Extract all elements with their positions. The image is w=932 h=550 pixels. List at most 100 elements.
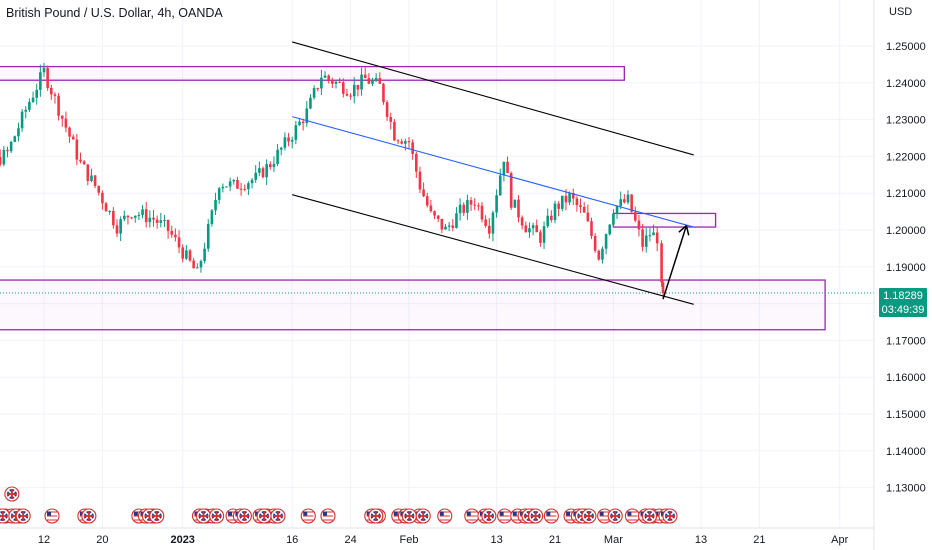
candle-body <box>444 226 447 230</box>
uk-flag-event-icon[interactable] <box>270 508 286 524</box>
uk-flag-event-icon[interactable] <box>209 508 225 524</box>
candle-body <box>269 164 272 168</box>
uk-flag-event-icon[interactable] <box>195 508 212 524</box>
us-flag-event-icon[interactable] <box>624 508 640 524</box>
us-flag-stripe <box>322 519 333 521</box>
uk-flag-event-icon[interactable] <box>481 508 497 524</box>
uk-flag-event-icon[interactable] <box>236 508 252 524</box>
candle-body <box>655 232 659 244</box>
candle-body <box>35 89 38 98</box>
candle-body <box>6 149 9 152</box>
candle-body <box>250 179 254 184</box>
us-flag-event-icon[interactable] <box>597 508 613 524</box>
y-tick-label: 1.25000 <box>886 41 926 53</box>
us-flag-event-icon[interactable] <box>464 508 480 524</box>
us-flag-stripe <box>512 519 523 521</box>
uk-flag-event-icon[interactable] <box>149 508 165 524</box>
candle-body <box>46 68 49 88</box>
uk-flag-event-icon[interactable] <box>662 508 678 524</box>
us-flag-canton <box>47 511 52 516</box>
candle-body <box>90 175 93 181</box>
price-axis[interactable]: 1.25000 1.24000 1.23000 1.22000 1.21000 1.200… <box>873 0 926 550</box>
uk-flag-event-icon[interactable] <box>81 508 97 524</box>
us-flag-canton <box>512 511 517 516</box>
channel-line-lower[interactable] <box>292 194 694 305</box>
trend-channel[interactable] <box>292 41 694 305</box>
candle-body <box>550 215 553 221</box>
candle-body <box>407 141 411 143</box>
candle-body <box>568 193 571 203</box>
candle-body <box>181 247 184 259</box>
candle-body <box>239 188 243 190</box>
candle-body <box>660 243 663 283</box>
uk-flag-event-icon[interactable] <box>607 508 623 524</box>
candle-body <box>265 164 268 178</box>
candle-body <box>327 75 330 80</box>
candle-body <box>575 198 579 206</box>
uk-flag-event-icon[interactable] <box>528 508 544 524</box>
uk-flag-event-icon[interactable] <box>641 508 658 524</box>
us-flag-event-icon[interactable] <box>44 508 60 524</box>
us-flag-event-icon[interactable] <box>497 508 513 524</box>
y-tick-label: 1.22000 <box>886 151 926 163</box>
candle-body <box>418 171 422 190</box>
us-flag-stripe <box>546 511 557 513</box>
x-tick-label: 16 <box>286 534 298 546</box>
currency-label: USD <box>889 6 913 18</box>
candle-body <box>517 199 520 218</box>
time-axis[interactable]: 12 20 2023 16 24 Feb 13 21 Mar 13 21 Apr <box>0 527 874 546</box>
us-flag-stripe <box>466 519 477 521</box>
channel-line-mid[interactable] <box>292 116 694 228</box>
uk-flag-event-icon[interactable] <box>15 508 31 524</box>
candle-body <box>141 209 144 215</box>
us-flag-canton <box>303 511 308 516</box>
candle-body <box>323 75 327 78</box>
arrow-shaft[interactable] <box>662 225 688 300</box>
candle-body <box>626 194 630 203</box>
zone-2[interactable] <box>612 212 717 228</box>
us-flag-stripe <box>228 511 239 513</box>
uk-flag-event-icon[interactable] <box>256 508 272 524</box>
candle-body <box>561 195 564 209</box>
uk-flag-event-icon[interactable] <box>4 486 20 502</box>
candle-body <box>39 72 42 90</box>
us-flag-event-icon[interactable] <box>300 508 316 524</box>
x-tick-label: 21 <box>549 534 561 546</box>
us-flag-canton <box>627 511 632 516</box>
projection-arrow[interactable] <box>662 225 690 300</box>
us-flag-stripe <box>599 513 610 515</box>
candle-body <box>571 193 575 199</box>
uk-flag-event-icon[interactable] <box>581 508 597 524</box>
candle-body <box>371 80 374 84</box>
uk-flag-event-icon[interactable] <box>415 508 431 524</box>
candle-body <box>524 225 528 233</box>
candle-body <box>232 179 236 182</box>
candle-body <box>133 215 137 218</box>
zone-1[interactable] <box>0 65 626 81</box>
candle-body <box>535 225 539 233</box>
x-tick-label: 20 <box>96 534 108 546</box>
candle-body <box>331 79 334 84</box>
uk-flag-event-icon[interactable] <box>401 508 417 524</box>
candle-body <box>447 225 451 227</box>
zone-3[interactable] <box>0 279 826 331</box>
us-flag-stripe <box>546 519 557 521</box>
uk-flag-event-icon[interactable] <box>0 508 11 524</box>
us-flag-stripe <box>133 519 144 521</box>
us-flag-event-icon[interactable] <box>543 508 559 524</box>
us-flag-event-icon[interactable] <box>437 508 453 524</box>
us-flag-stripe <box>393 511 404 513</box>
y-tick-label: 1.14000 <box>886 446 926 458</box>
us-flag-stripe <box>439 517 450 519</box>
uk-flag-event-icon[interactable] <box>368 508 384 524</box>
candle-body <box>177 237 181 248</box>
channel-line-upper[interactable] <box>292 41 694 156</box>
us-flag-event-icon[interactable] <box>320 508 336 524</box>
candle-body <box>53 94 57 96</box>
candle-body <box>542 226 546 243</box>
us-flag-stripe <box>499 515 510 517</box>
last-price-badge: 1.18289 03:49:39 <box>879 288 927 317</box>
candle-body <box>531 225 535 229</box>
candle-body <box>287 137 290 142</box>
